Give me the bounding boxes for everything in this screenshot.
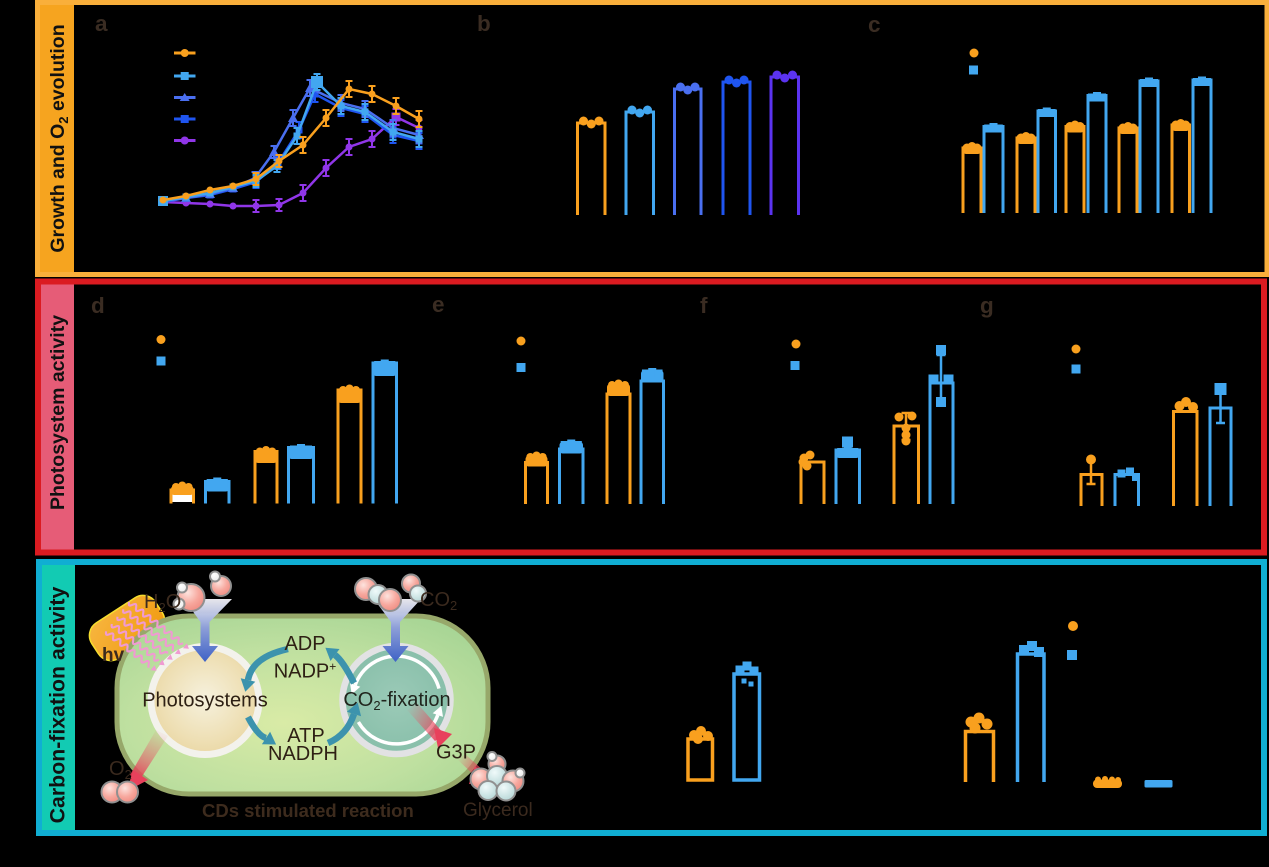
svg-text:Carbon-fixation activity: Carbon-fixation activity [46,587,70,824]
svg-text:b: b [477,11,491,36]
svg-text:c: c [868,12,881,37]
svg-text:CO2-fixation: CO2-fixation [343,689,450,713]
svg-text:Photosystems: Photosystems [142,690,268,712]
svg-text:NADPH: NADPH [268,743,338,765]
svg-text:Growth and O2 evolution: Growth and O2 evolution [47,24,71,252]
svg-text:ADP: ADP [284,633,325,655]
svg-text:ATP: ATP [287,725,324,747]
svg-text:f: f [700,293,708,318]
svg-text:hv: hv [102,645,125,666]
svg-text:g: g [980,293,994,318]
svg-text:e: e [432,292,445,317]
svg-text:Photosystem activity: Photosystem activity [47,315,69,510]
svg-text:d: d [91,293,105,318]
svg-text:NADP+: NADP+ [274,660,337,683]
svg-text:Glycerol: Glycerol [463,800,533,821]
svg-text:a: a [95,11,108,36]
svg-text:CDs stimulated reaction: CDs stimulated reaction [202,800,414,821]
svg-text:G3P: G3P [436,742,476,764]
